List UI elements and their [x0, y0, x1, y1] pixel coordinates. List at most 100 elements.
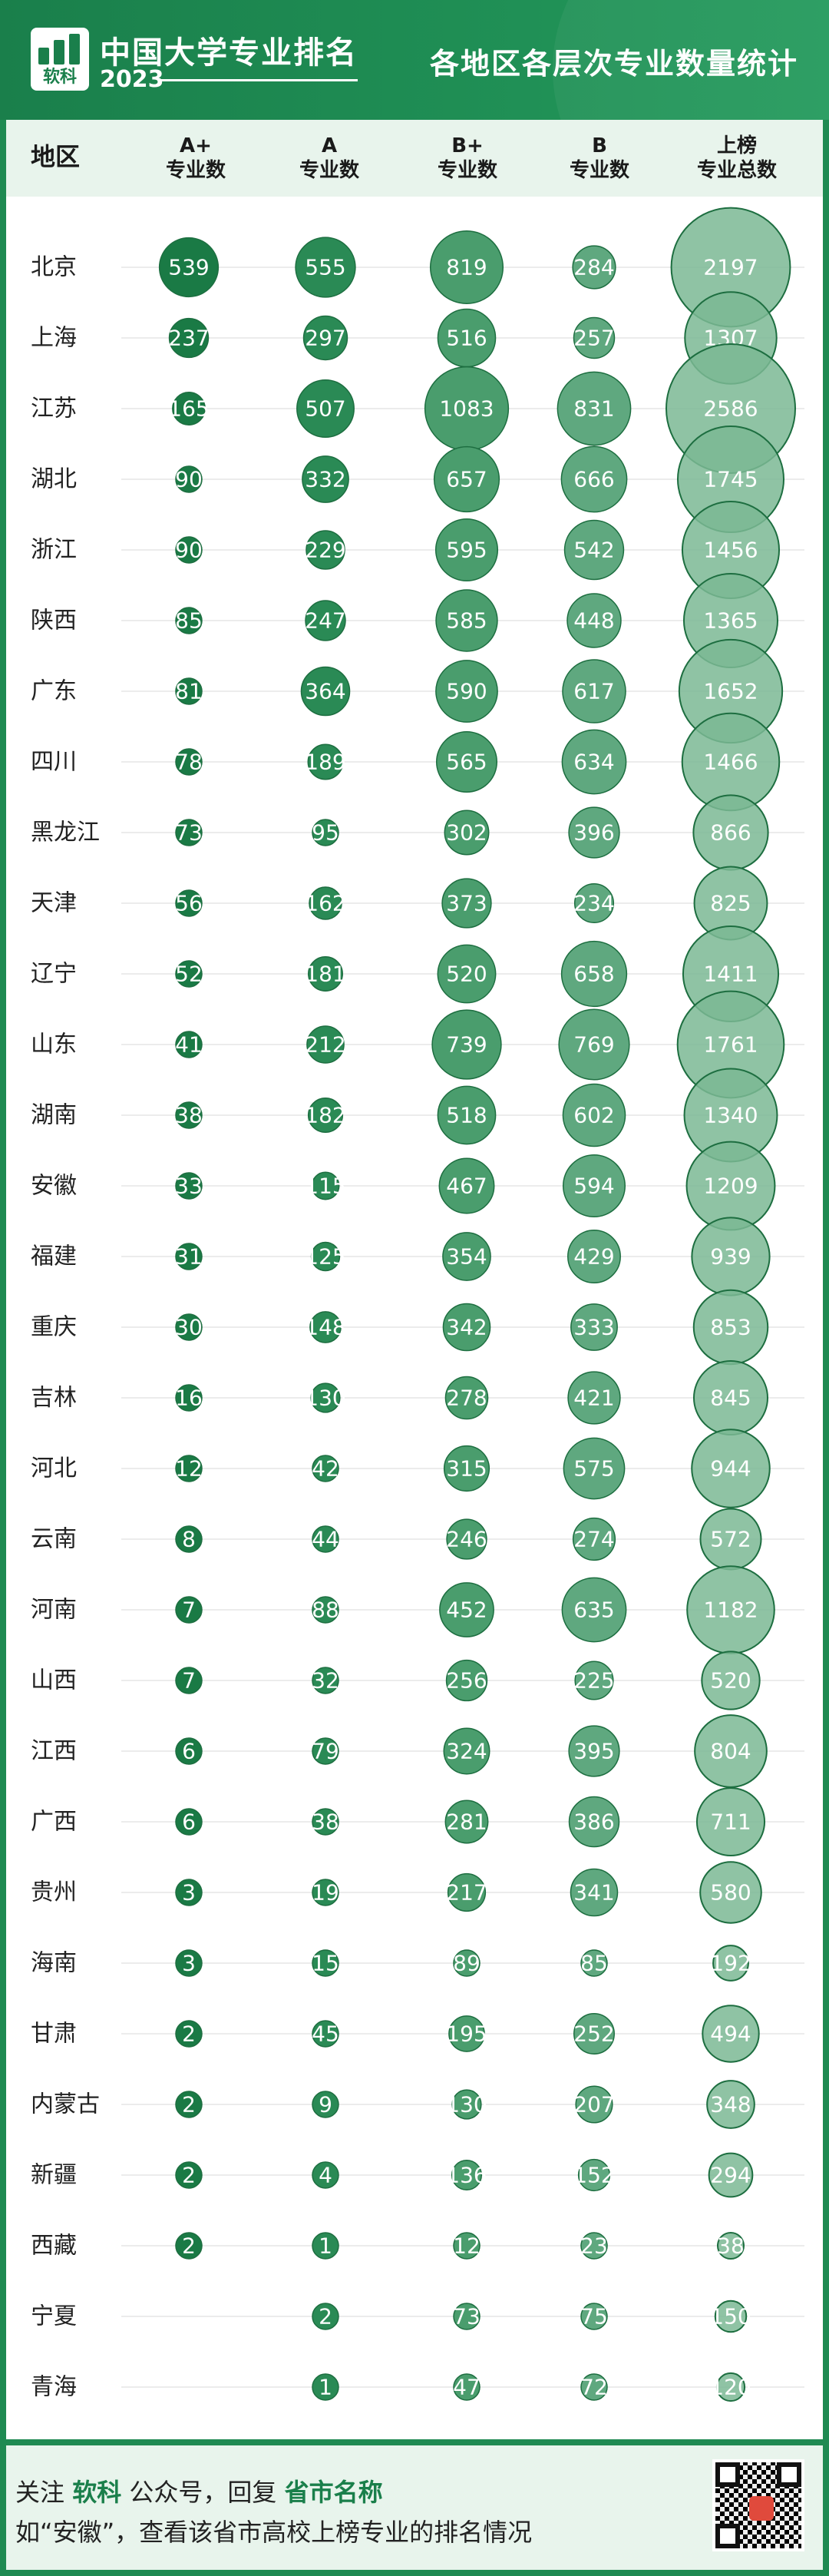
- bubble-a: [309, 1311, 342, 1343]
- bubble-value-label: 85: [175, 608, 203, 634]
- bubble-total: [694, 1714, 768, 1788]
- bubble-value-label: 1365: [703, 608, 758, 634]
- bubble-value-label: 666: [573, 467, 614, 492]
- bubble-value-label: 2: [182, 2163, 196, 2188]
- bubble-value-label: 6: [182, 1809, 196, 1835]
- bubble-value-label: 73: [175, 820, 203, 846]
- bubble-value-label: 2197: [703, 255, 758, 280]
- bubble-value-label: 658: [573, 962, 614, 987]
- bubble-a: [310, 1382, 341, 1413]
- bubble-value-label: 81: [175, 679, 203, 704]
- footer-mid: 公众号，回复: [121, 2478, 285, 2507]
- bubble-b-plus: [442, 1303, 491, 1352]
- bubble-b: [562, 1154, 626, 1218]
- region-label: 贵州: [31, 1879, 77, 1906]
- bubble-total: [699, 1861, 762, 1924]
- bubble-value-label: 575: [573, 1456, 614, 1482]
- bubble-value-label: 2: [319, 2304, 332, 2329]
- bubble-value-label: 256: [446, 1668, 487, 1694]
- bubble-value-label: 555: [305, 255, 345, 280]
- region-label: 福建: [31, 1243, 77, 1270]
- bubble-a: [312, 2373, 339, 2401]
- bubble-b: [563, 519, 625, 581]
- table-header: 地区 A+ 专业数 A 专业数 B+ 专业数 B 专业数 上榜 专业总数: [6, 120, 823, 197]
- bubble-total: [702, 2005, 760, 2063]
- region-label: 江西: [31, 1738, 77, 1765]
- bubble-value-label: 1: [319, 2375, 332, 2400]
- bubble-value-label: 16: [175, 1386, 203, 1411]
- bubble-value-label: 845: [710, 1386, 751, 1411]
- region-label: 四川: [31, 749, 77, 776]
- bubble-a: [312, 1879, 339, 1906]
- bubble-value-label: 152: [573, 2163, 614, 2188]
- bubble-value-label: 520: [710, 1668, 751, 1694]
- bubble-a: [302, 455, 349, 503]
- bubble-value-label: 711: [710, 1809, 751, 1835]
- bubble-b-plus: [445, 1659, 488, 1702]
- bubble-value-label: 31: [175, 1244, 203, 1270]
- bubble-a-plus: [175, 1455, 203, 1482]
- bubble-b: [568, 1725, 620, 1777]
- bubble-b: [561, 1577, 627, 1643]
- bubble-b: [566, 593, 622, 648]
- bubble-value-label: 120: [710, 2375, 751, 2400]
- bubble-value-label: 1083: [439, 396, 494, 422]
- bubble-a: [312, 819, 339, 846]
- bubble-b-plus: [447, 1872, 487, 1912]
- bubble-value-label: 72: [580, 2375, 608, 2400]
- bubble-b: [580, 2303, 608, 2330]
- bubble-a: [312, 2303, 339, 2330]
- bubble-a: [296, 379, 355, 438]
- bubble-value-label: 181: [305, 962, 345, 987]
- bubble-total: [706, 2080, 755, 2129]
- bubble-value-label: 1652: [703, 679, 758, 704]
- bubble-value-label: 207: [573, 2092, 614, 2117]
- header-decoration: [553, 0, 829, 120]
- bubble-value-label: 47: [453, 2375, 481, 2400]
- bubble-a: [311, 1171, 340, 1200]
- col-header-b: B 专业数: [569, 134, 629, 182]
- footer-prefix: 关注: [15, 2478, 73, 2507]
- bubble-value-label: 395: [573, 1739, 614, 1764]
- bubble-value-label: 542: [573, 538, 614, 563]
- bubble-a-plus: [175, 1031, 203, 1058]
- col-header-total: 上榜 专业总数: [696, 134, 777, 182]
- footer-line-1: 关注 软科 公众号，回复 省市名称: [15, 2473, 383, 2508]
- bubble-a-plus: [175, 819, 203, 846]
- bubble-value-label: 89: [453, 1951, 481, 1976]
- region-label: 海南: [31, 1950, 77, 1977]
- bubble-total: [715, 2372, 746, 2402]
- bubble-value-label: 333: [573, 1315, 614, 1340]
- bubble-b: [558, 1008, 630, 1081]
- brand-rule: [161, 79, 358, 81]
- bubble-value-label: 281: [446, 1809, 487, 1835]
- bubble-b-plus: [435, 730, 498, 793]
- bubble-value-label: 192: [710, 1951, 751, 1976]
- region-label: 广西: [31, 1809, 77, 1836]
- bubble-value-label: 189: [305, 750, 345, 775]
- bubble-b-plus: [444, 1376, 489, 1420]
- region-label: 湖北: [31, 466, 77, 493]
- bubble-value-label: 15: [312, 1951, 339, 1976]
- bubble-value-label: 1: [319, 2233, 332, 2259]
- bubble-b: [568, 1796, 620, 1848]
- region-label: 陕西: [31, 608, 77, 634]
- bubble-value-label: 12: [175, 1456, 203, 1482]
- bubble-a-plus: [175, 465, 203, 493]
- bubble-value-label: 520: [446, 962, 487, 987]
- bubble-a-plus: [158, 237, 220, 298]
- logo-text: 软科: [42, 68, 77, 87]
- bubble-b: [568, 806, 620, 859]
- bubble-value-label: 85: [580, 1951, 608, 1976]
- region-label: 河南: [31, 1597, 77, 1624]
- bubble-value-label: 38: [175, 1103, 203, 1128]
- region-label: 黑龙江: [31, 819, 100, 846]
- bubble-value-label: 45: [312, 2021, 339, 2047]
- bubble-a-plus: [175, 1243, 203, 1270]
- bubble-b-plus: [437, 944, 497, 1004]
- bubble-b: [570, 1303, 618, 1351]
- bubble-value-label: 33: [175, 1174, 203, 1199]
- region-label: 湖南: [31, 1102, 77, 1129]
- bubble-a-plus: [175, 1667, 203, 1694]
